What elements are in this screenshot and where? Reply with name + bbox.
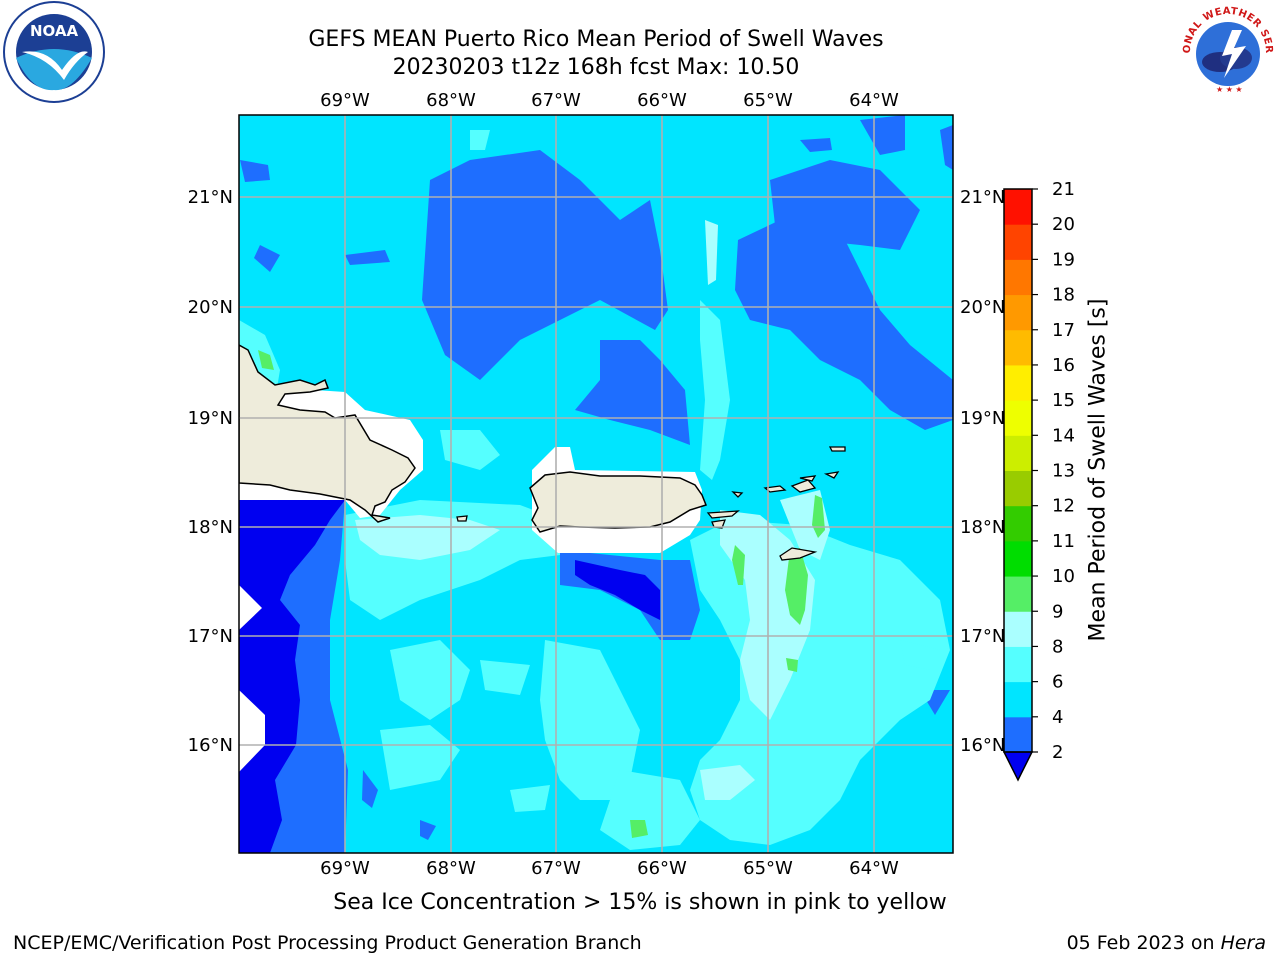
lat-label-left: 16°N: [188, 735, 233, 756]
lon-label-top: 64°W: [849, 90, 899, 111]
lat-label-left: 17°N: [188, 626, 233, 647]
colorbar-band: [1004, 224, 1032, 260]
colorbar: 2 4 6 8 9 10 11 12 13 14 15 16 17 18 19 20 21: [1002, 179, 1075, 782]
footer-host: Hera: [1220, 932, 1266, 954]
colorbar-tick-label: 18: [1052, 285, 1075, 306]
lon-label-bottom: 66°W: [637, 858, 687, 879]
lon-label-bottom: 64°W: [849, 858, 899, 879]
colorbar-tick-label: 10: [1052, 566, 1075, 587]
nws-logo: NATIONAL WEATHER SERVICE ★ ★ ★: [1176, 0, 1278, 102]
lon-label-top: 68°W: [426, 90, 476, 111]
lon-label-top: 67°W: [531, 90, 581, 111]
colorbar-tick-label: 15: [1052, 390, 1075, 411]
lon-label-bottom: 69°W: [320, 858, 370, 879]
lon-label-top: 66°W: [637, 90, 687, 111]
colorbar-tick-label: 11: [1052, 531, 1075, 552]
colorbar-band: [1004, 435, 1032, 471]
colorbar-tick-label: 14: [1052, 425, 1075, 446]
colorbar-tick-label: 19: [1052, 249, 1075, 270]
lat-label-right: 19°N: [960, 408, 1005, 429]
colorbar-band: [1004, 576, 1032, 612]
lat-label-right: 17°N: [960, 626, 1005, 647]
noaa-logo: NOAA: [3, 1, 105, 103]
colorbar-tick-label: 4: [1052, 707, 1063, 728]
lat-label-right: 20°N: [960, 297, 1005, 318]
chart-title: GEFS MEAN Puerto Rico Mean Period of Swe…: [308, 27, 884, 52]
colorbar-band: [1004, 189, 1032, 225]
map-frame: [238, 114, 954, 854]
colorbar-tick-label: 13: [1052, 461, 1075, 482]
colorbar-band: [1004, 294, 1032, 331]
lat-label-left: 18°N: [188, 517, 233, 538]
svg-text:★ ★ ★: ★ ★ ★: [1216, 85, 1243, 94]
colorbar-band: [1004, 716, 1032, 753]
colorbar-band: [1004, 681, 1032, 718]
missing-data-region: [239, 585, 265, 772]
lat-label-right: 21°N: [960, 187, 1005, 208]
swell-contour-below-2s: [239, 500, 660, 853]
colorbar-tick-label: 8: [1052, 636, 1063, 657]
colorbar-tick-label: 16: [1052, 355, 1075, 376]
hispaniola-land: [239, 344, 416, 523]
colorbar-tick-label: 12: [1052, 496, 1075, 517]
lat-label-left: 20°N: [188, 297, 233, 318]
colorbar-tick-label: 21: [1052, 179, 1075, 200]
lat-label-right: 16°N: [960, 735, 1005, 756]
colorbar-band: [1004, 259, 1032, 296]
colorbar-tick-label: 6: [1052, 672, 1063, 693]
lat-label-right: 18°N: [960, 517, 1005, 538]
footer-credit: NCEP/EMC/Verification Post Processing Pr…: [13, 932, 642, 954]
colorbar-band: [1004, 611, 1032, 647]
map-plot-area: [239, 115, 953, 853]
colorbar-band: [1004, 470, 1032, 507]
footer-date: 05 Feb 2023 on Hera: [1067, 932, 1266, 954]
colorbar-band: [1004, 505, 1032, 542]
colorbar-band: [1004, 329, 1032, 366]
colorbar-band: [1004, 540, 1032, 577]
small-islands: [456, 446, 846, 561]
lon-label-top: 69°W: [320, 90, 370, 111]
colorbar-title: Mean Period of Swell Waves [s]: [1085, 298, 1111, 642]
colorbar-tick-label: 9: [1052, 601, 1063, 622]
colorbar-tick-label: 2: [1052, 742, 1063, 763]
chart-subtitle: 20230203 t12z 168h fcst Max: 10.50: [392, 55, 800, 80]
lon-label-bottom: 65°W: [743, 858, 793, 879]
sea-ice-caption: Sea Ice Concentration > 15% is shown in …: [333, 890, 947, 915]
colorbar-extend-arrow: [1002, 751, 1034, 782]
map-gridlines: [239, 115, 953, 853]
lon-label-bottom: 68°W: [426, 858, 476, 879]
lat-label-left: 21°N: [188, 187, 233, 208]
svg-text:NOAA: NOAA: [30, 22, 79, 40]
colorbar-band: [1004, 400, 1032, 436]
lat-label-left: 19°N: [188, 408, 233, 429]
colorbar-band: [1004, 364, 1032, 401]
colorbar-tick-label: 20: [1052, 214, 1075, 235]
colorbar-band: [1004, 646, 1032, 683]
lon-label-top: 65°W: [743, 90, 793, 111]
colorbar-tick-label: 17: [1052, 320, 1075, 341]
lon-label-bottom: 67°W: [531, 858, 581, 879]
footer-date-text: 05 Feb 2023 on: [1066, 932, 1221, 954]
